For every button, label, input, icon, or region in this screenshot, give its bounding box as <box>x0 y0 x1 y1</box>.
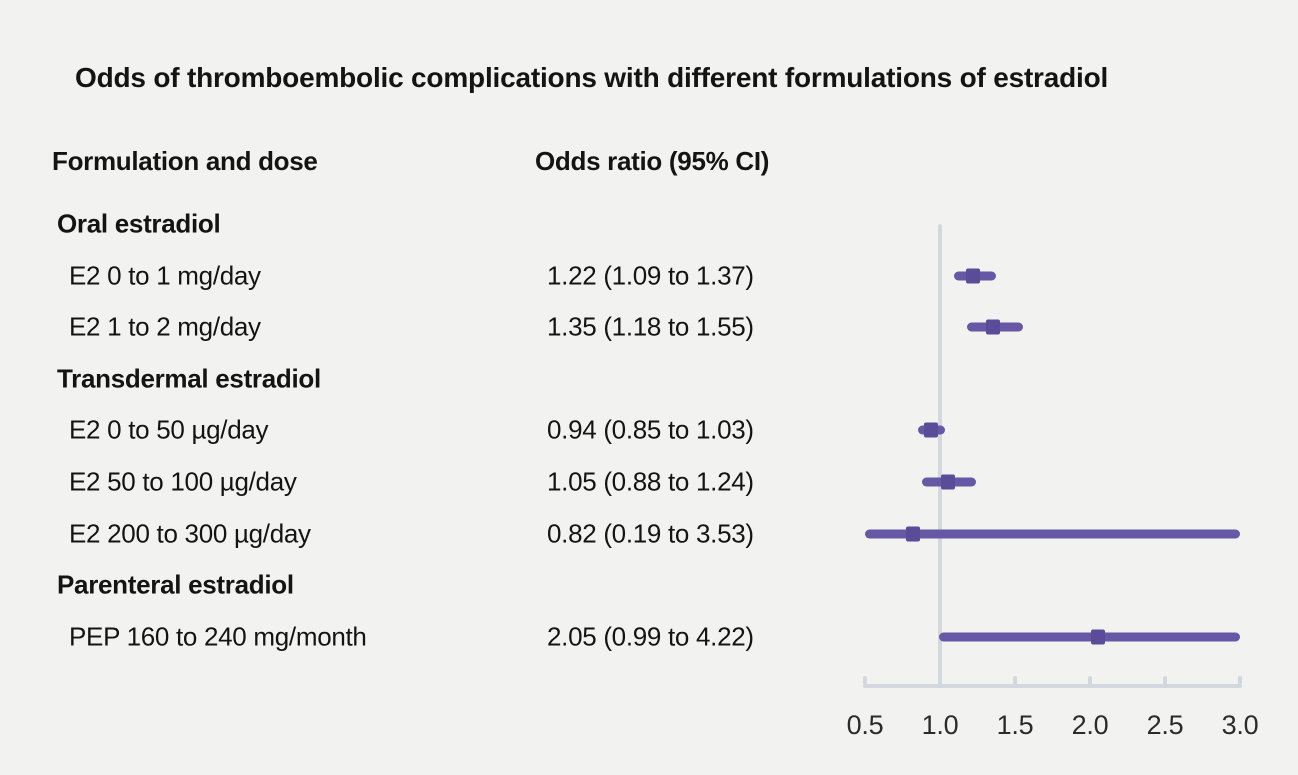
x-axis-tick-label: 1.0 <box>921 710 959 740</box>
group-label: Parenteral estradiol <box>57 569 294 600</box>
item-label: PEP 160 to 240 mg/month <box>69 621 367 652</box>
point-estimate-marker <box>924 422 938 438</box>
x-axis-tick <box>1238 676 1242 685</box>
x-axis-tick <box>1013 676 1017 685</box>
item-label: E2 1 to 2 mg/day <box>69 311 261 342</box>
x-axis-tick-label: 0.5 <box>846 710 884 740</box>
group-label: Oral estradiol <box>57 208 221 239</box>
odds-ratio-value: 1.35 (1.18 to 1.55) <box>547 311 754 342</box>
x-axis-tick <box>1088 676 1092 685</box>
group-label: Transdermal estradiol <box>57 363 321 394</box>
point-estimate-marker <box>1090 629 1105 645</box>
point-estimate-marker <box>966 268 980 284</box>
x-axis-line <box>863 684 1242 688</box>
x-axis-tick <box>938 676 942 685</box>
ci-line <box>865 529 1240 539</box>
odds-ratio-value: 1.22 (1.09 to 1.37) <box>547 260 754 291</box>
odds-ratio-value: 0.94 (0.85 to 1.03) <box>547 414 754 445</box>
x-axis-tick <box>1163 676 1167 685</box>
odds-ratio-value: 1.05 (0.88 to 1.24) <box>547 466 754 497</box>
odds-ratio-value: 2.05 (0.99 to 4.22) <box>547 621 754 652</box>
x-axis-tick-label: 3.0 <box>1221 710 1259 740</box>
column-header-formulation: Formulation and dose <box>52 146 318 176</box>
x-axis-tick-label: 2.5 <box>1146 710 1184 740</box>
ci-line <box>938 632 1240 642</box>
point-estimate-marker <box>940 474 955 490</box>
item-label: E2 0 to 50 µg/day <box>69 414 269 445</box>
item-label: E2 200 to 300 µg/day <box>69 518 311 549</box>
column-header-odds: Odds ratio (95% CI) <box>535 146 770 176</box>
figure-title: Odds of thromboembolic complications wit… <box>75 62 1109 93</box>
reference-line <box>938 224 942 688</box>
item-label: E2 0 to 1 mg/day <box>69 260 261 291</box>
x-axis-tick-label: 1.5 <box>996 710 1034 740</box>
odds-ratio-value: 0.82 (0.19 to 3.53) <box>547 518 754 549</box>
point-estimate-marker <box>906 526 920 542</box>
x-axis-tick-label: 2.0 <box>1071 710 1109 740</box>
x-axis-tick <box>863 676 867 685</box>
point-estimate-marker <box>985 319 1000 335</box>
item-label: E2 50 to 100 µg/day <box>69 466 297 497</box>
